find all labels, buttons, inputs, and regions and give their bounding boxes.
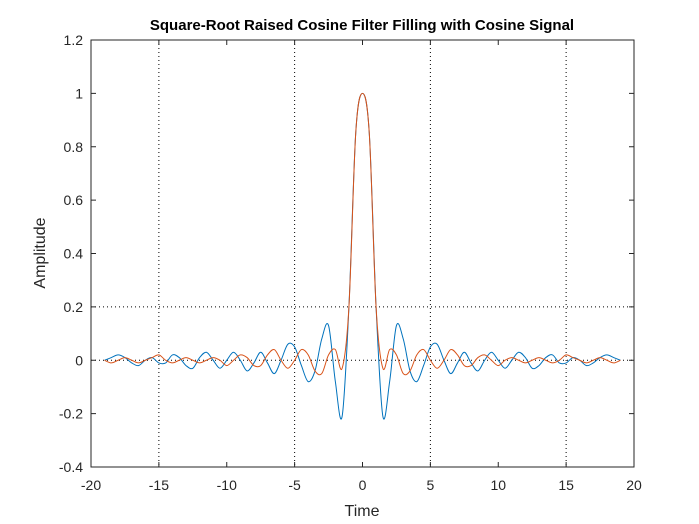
chart-title: Square-Root Raised Cosine Filter Filling…	[150, 17, 574, 34]
series-lines	[104, 92, 621, 420]
x-tick-label: 5	[426, 477, 434, 493]
x-tick-label: -10	[217, 477, 237, 493]
x-tick-label: -15	[149, 477, 169, 493]
y-tick-label: 0.4	[64, 246, 84, 262]
y-tick-label: 1.2	[64, 32, 84, 48]
x-tick-label: 20	[626, 477, 642, 493]
y-tick-label: -0.4	[59, 459, 83, 475]
y-tick-label: 0.6	[64, 192, 84, 208]
x-tick-label: -5	[288, 477, 301, 493]
y-tick-label: 0.8	[64, 139, 84, 155]
x-tick-label: 15	[558, 477, 574, 493]
x-tick-label: -20	[81, 477, 101, 493]
y-tick-label: 0.2	[64, 299, 84, 315]
x-axis-title: Time	[345, 503, 380, 520]
x-tick-label: 10	[490, 477, 506, 493]
y-axis-title: Amplitude	[32, 217, 49, 288]
x-tick-label: 0	[359, 477, 367, 493]
y-tick-label: 1	[75, 85, 83, 101]
axis-ticks: -20 -15 -10 -5 0 5 10 15 20 -0.4 -0.2 0 0.2 0.4 0.6 0.8…	[59, 32, 642, 493]
y-tick-label: -0.2	[59, 406, 83, 422]
series-line-2	[104, 92, 621, 376]
plot-area	[91, 40, 634, 467]
y-tick-label: 0	[75, 352, 83, 368]
